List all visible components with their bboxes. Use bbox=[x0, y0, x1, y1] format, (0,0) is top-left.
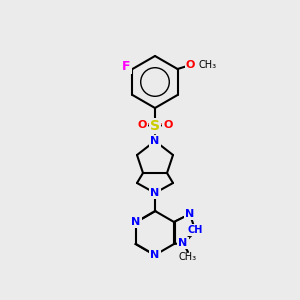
Text: N: N bbox=[185, 209, 195, 219]
Text: N: N bbox=[150, 250, 160, 260]
Text: F: F bbox=[122, 59, 131, 73]
Text: S: S bbox=[150, 119, 160, 133]
Text: N: N bbox=[178, 238, 188, 248]
Text: O: O bbox=[137, 120, 147, 130]
Text: CH₃: CH₃ bbox=[199, 60, 217, 70]
Text: N: N bbox=[150, 136, 160, 146]
Text: O: O bbox=[186, 60, 195, 70]
Text: CH₃: CH₃ bbox=[179, 252, 197, 262]
Text: O: O bbox=[163, 120, 173, 130]
Text: N: N bbox=[150, 188, 160, 198]
Text: N: N bbox=[131, 217, 141, 227]
Text: CH: CH bbox=[187, 225, 203, 235]
